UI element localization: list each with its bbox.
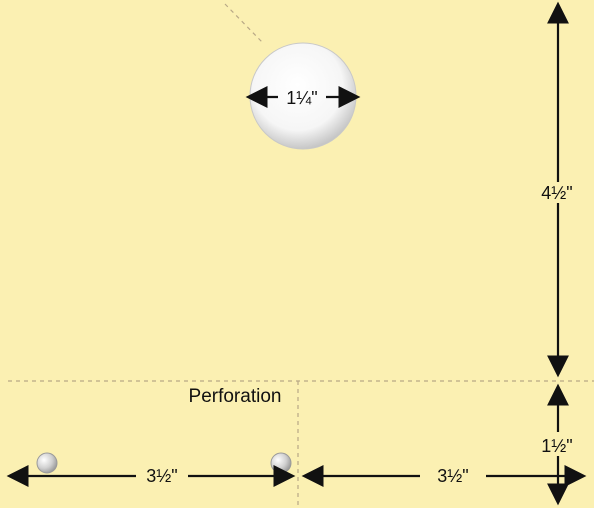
small-hole-left <box>36 452 58 474</box>
small-hole-middle <box>270 452 292 474</box>
hole-diameter-label: 1¼" <box>286 88 317 108</box>
right-width-label: 3½" <box>437 466 468 486</box>
upper-height-label: 4½" <box>541 183 572 203</box>
left-width-label: 3½" <box>146 466 177 486</box>
perforation-label: Perforation <box>189 386 282 407</box>
lower-height-label: 1½" <box>541 436 572 456</box>
door-slit-line <box>224 3 263 43</box>
